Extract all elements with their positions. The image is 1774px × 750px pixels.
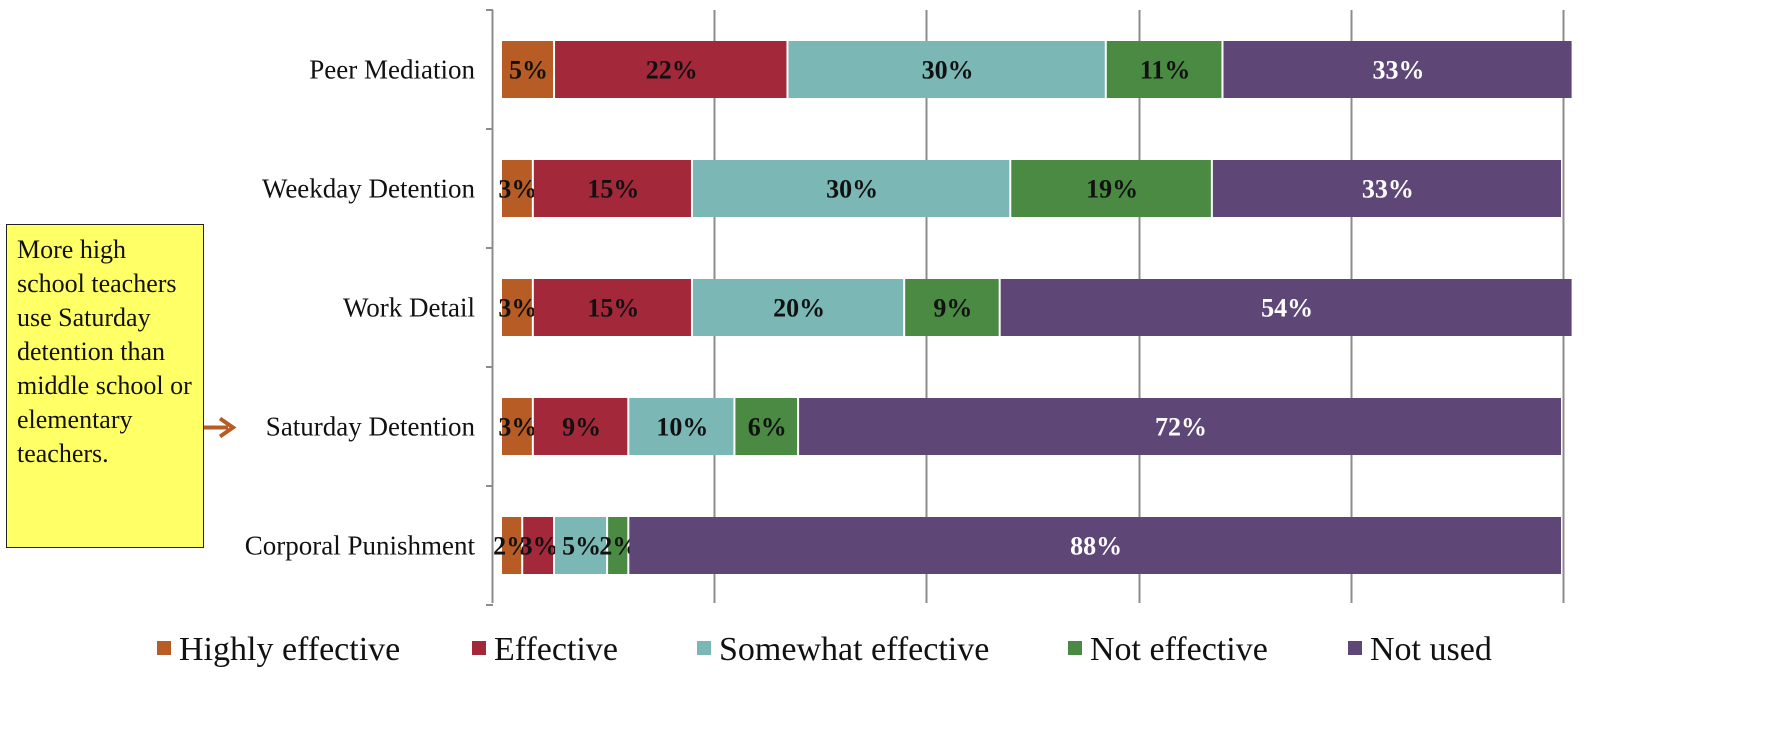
bar-segment [1000,279,1572,336]
legend-swatch [1348,641,1362,655]
data-label: 72% [1155,413,1207,442]
data-label: 20% [773,294,825,323]
data-label: 88% [1070,532,1122,561]
category-label: Work Detail [343,293,475,323]
bar-segment [502,398,532,455]
bar-segment [502,160,532,217]
bar-segment [533,398,628,455]
data-label: 30% [826,175,878,204]
category-label: Peer Mediation [309,55,475,85]
bar-segment [502,279,532,336]
legend-label: Highly effective [179,631,400,668]
data-label: 9% [933,294,972,323]
data-label: 30% [922,56,974,85]
bar-segment [692,160,1010,217]
data-label: 3% [520,532,559,561]
legend-label: Not effective [1090,631,1268,668]
category-label: Weekday Detention [262,174,475,204]
data-label: 15% [587,175,639,204]
data-label: 5% [509,56,548,85]
data-label: 11% [1140,56,1191,85]
data-label: 5% [562,532,601,561]
bar-segment [533,160,691,217]
data-label: 33% [1362,175,1414,204]
bar-segment [905,279,999,336]
bar-segment [555,41,787,98]
data-label: 6% [748,413,787,442]
bar-segment [502,41,554,98]
data-label: 10% [656,413,708,442]
data-label: 3% [498,175,537,204]
legend-label: Effective [494,631,618,668]
bar-segment [735,398,798,455]
bar-segment [1212,160,1561,217]
bar-segment [608,517,628,574]
data-label: 33% [1373,56,1425,85]
legend-swatch [157,641,171,655]
data-label: 54% [1261,294,1313,323]
category-axis [486,9,494,606]
bar-segment [629,398,734,455]
legend-label: Not used [1370,631,1492,668]
category-label: Saturday Detention [266,412,476,442]
bar-segment [533,279,691,336]
bar-segment [692,279,904,336]
data-label: 3% [498,294,537,323]
legend-label: Somewhat effective [719,631,989,668]
data-label: 9% [562,413,601,442]
bar-segment [1011,160,1211,217]
bar-segment [1223,41,1572,98]
bar-segment [502,517,522,574]
bar-segment [799,398,1561,455]
category-labels: Peer Mediation Weekday Detention Work Deta… [245,55,476,561]
arrow-head [218,416,237,439]
bar-segment [788,41,1105,98]
legend-swatch [697,641,711,655]
data-label: 22% [646,56,698,85]
bar-segment [523,517,554,574]
data-label: 3% [498,413,537,442]
data-label: 15% [587,294,639,323]
bar-segment [555,517,607,574]
legend-swatch [472,641,486,655]
legend-swatch [1068,641,1082,655]
data-label: 19% [1086,175,1138,204]
annotation-callout: More high school teachers use Saturday d… [6,224,204,548]
bar-segment [629,517,1561,574]
bars: 5% 22% 30% 11% 33% 3% 15% 30% 19% 33% 3% 15% 20% 9% 54… [493,41,1572,574]
bar-segment [1106,41,1222,98]
category-label: Corporal Punishment [245,531,476,561]
legend: Highly effective Effective Somewhat effect… [157,631,1492,668]
